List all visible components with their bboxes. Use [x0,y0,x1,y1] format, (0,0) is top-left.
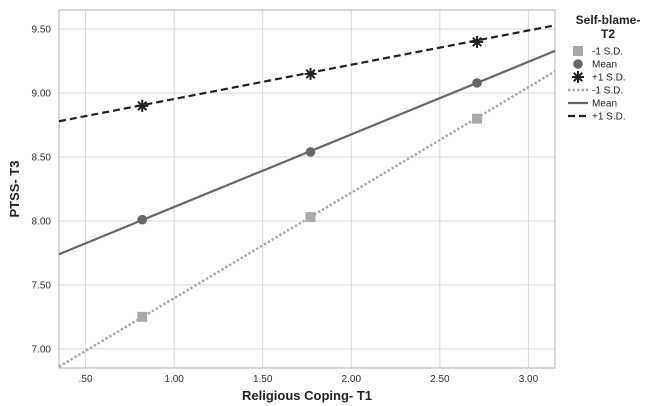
data-point-mean [472,78,482,88]
data-point-minus [472,113,483,124]
legend-title: Self-blame- [576,13,641,27]
y-tick-label: 9.00 [32,89,52,100]
data-point-minus [305,212,316,223]
legend-label: Mean [592,99,617,110]
legend-symbol-minus [573,46,583,56]
data-point-plus [304,67,317,80]
x-tick-label: 2.50 [430,374,450,385]
legend-entry: -1 S.D. [573,46,623,58]
data-point-mean [137,214,148,225]
legend-label: -1 S.D. [592,47,623,58]
data-point-plus [471,35,484,48]
star-ray [472,37,483,47]
y-tick-label: 7.00 [32,344,52,355]
legend-symbol-plus [572,71,584,83]
legend-label: +1 S.D. [592,112,626,123]
grid [59,10,555,368]
x-tick-label: .50 [79,374,93,385]
data-point-minus [137,311,148,322]
star-ray [573,72,583,82]
x-tick-label: 1.50 [253,374,273,385]
legend-label: Mean [592,60,617,71]
x-tick-label: 1.00 [164,374,184,385]
legend-entry: +1 S.D. [568,112,626,123]
axis-ticks: .50 1.00 1.50 2.00 2.50 3.00 7.00 7.50 8.00 8.50 9… [32,25,539,385]
y-tick-label: 8.50 [32,153,52,164]
y-axis-title: PTSS- T3 [7,160,22,217]
legend-entry: +1 S.D. [572,71,626,84]
y-tick-label: 7.50 [32,280,52,291]
y-tick-label: 9.50 [32,25,52,36]
star-ray [305,68,316,79]
legend-label: -1 S.D. [592,86,623,97]
x-tick-label: 3.00 [519,374,539,385]
data-point-plus [136,99,149,112]
legend-entry: Mean [573,59,617,71]
y-tick-label: 8.00 [32,216,52,227]
x-tick-label: 2.00 [342,374,362,385]
series-markers [136,35,484,322]
star-ray [137,100,148,111]
legend: Self-blame- T2 -1 S.D.Mean+1 S.D.-1 S.D.… [568,13,640,123]
legend-title-line-2: T2 [601,27,615,41]
legend-entries: -1 S.D. Mean +1 S.D. -1 S.D. Mean +1 S.D. [568,46,626,123]
legend-entry: Mean [568,99,617,110]
plot-area [58,9,556,369]
x-axis-title: Religious Coping- T1 [242,388,372,403]
legend-symbol-mean [573,59,583,69]
data-point-mean [305,147,316,157]
legend-label: +1 S.D. [592,73,626,84]
legend-entry: -1 S.D. [568,86,623,97]
